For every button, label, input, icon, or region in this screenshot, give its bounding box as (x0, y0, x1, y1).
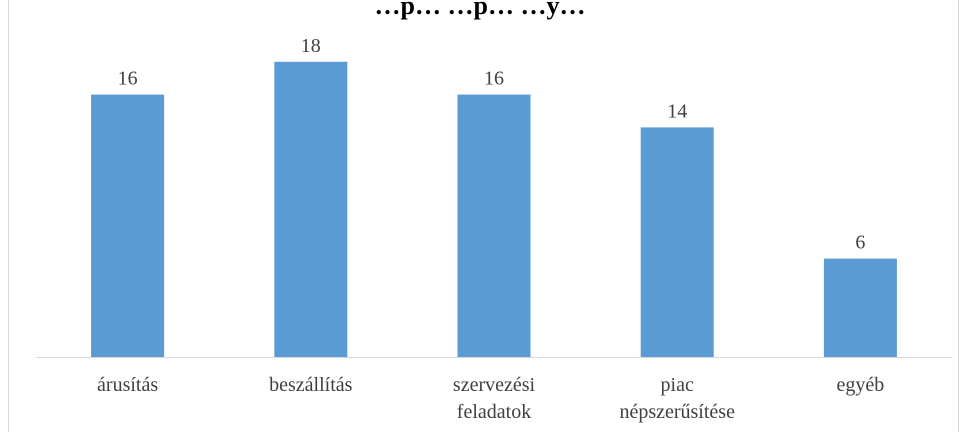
bar (823, 258, 897, 357)
category-label: feladatok (457, 401, 531, 423)
bar (457, 94, 531, 357)
category-label: árusítás (97, 374, 158, 396)
data-label: 6 (855, 232, 865, 254)
value-labels-group: 16 18 16 14 6 (118, 35, 866, 254)
bar (640, 127, 714, 358)
chart-title: …p… …p… …y… (375, 0, 586, 20)
data-label: 14 (667, 100, 687, 122)
category-label: népszerűsítése (619, 401, 735, 423)
category-labels-group: árusítás beszállítás szervezési feladatok pi… (97, 374, 884, 423)
data-label: 16 (484, 68, 504, 90)
bar (274, 61, 348, 358)
category-label: szervezési (453, 374, 536, 396)
data-label: 18 (301, 35, 321, 57)
data-label: 16 (118, 68, 138, 90)
category-label: piac (661, 374, 694, 396)
bars-group (91, 61, 897, 358)
category-label: beszállítás (269, 374, 353, 396)
chart-border (8, 0, 959, 432)
category-label: egyéb (837, 374, 885, 396)
bar (91, 94, 165, 357)
